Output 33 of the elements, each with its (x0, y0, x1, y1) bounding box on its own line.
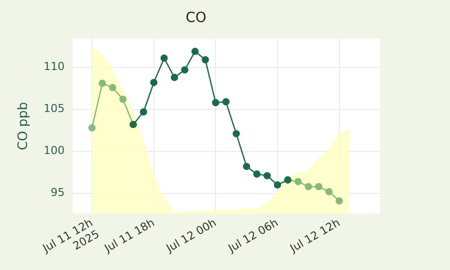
x-tick-label: Jul 12 12h (287, 216, 342, 256)
point (191, 48, 199, 56)
point (264, 172, 271, 180)
y-axis-title: CO ppb (16, 102, 32, 150)
point (202, 56, 209, 64)
point (150, 78, 158, 86)
point (181, 66, 188, 74)
point (140, 108, 148, 116)
x-tick-label: Jul 12 06h (225, 216, 280, 256)
point (253, 170, 261, 178)
point (315, 182, 322, 190)
point (212, 98, 220, 106)
point (98, 80, 106, 87)
point (294, 178, 302, 186)
y-tick-label: 105 (44, 102, 65, 116)
point (119, 96, 127, 103)
point (274, 181, 282, 189)
chart-title: CO (186, 10, 206, 26)
x-tick-label: Jul 12 00h (163, 216, 219, 256)
y-tick-label: 110 (44, 60, 65, 74)
point (242, 162, 250, 170)
x-tick-label: Jul 11 18h (102, 216, 157, 256)
point (336, 197, 343, 205)
point (88, 124, 96, 132)
point (108, 84, 116, 92)
point (304, 182, 312, 190)
point (232, 130, 240, 138)
y-tick-label: 100 (44, 144, 65, 158)
point (160, 54, 168, 62)
point (170, 74, 178, 82)
point (222, 98, 230, 106)
point (325, 188, 333, 196)
y-tick-label: 95 (50, 186, 65, 200)
